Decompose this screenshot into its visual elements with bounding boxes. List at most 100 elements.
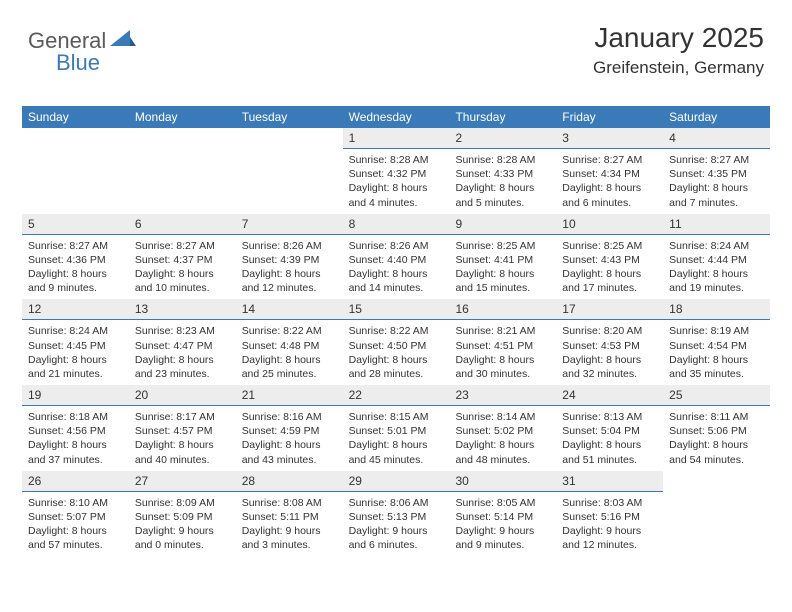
- daylight-text: Daylight: 8 hours and 10 minutes.: [135, 267, 230, 295]
- day-number: 19: [22, 385, 129, 406]
- daylight-text: Daylight: 8 hours and 14 minutes.: [349, 267, 444, 295]
- day-cell: 4Sunrise: 8:27 AMSunset: 4:35 PMDaylight…: [663, 128, 770, 214]
- day-content: Sunrise: 8:05 AMSunset: 5:14 PMDaylight:…: [449, 492, 556, 557]
- day-content: Sunrise: 8:24 AMSunset: 4:44 PMDaylight:…: [663, 235, 770, 300]
- day-number: 16: [449, 299, 556, 320]
- day-content: Sunrise: 8:22 AMSunset: 4:48 PMDaylight:…: [236, 320, 343, 385]
- day-content: Sunrise: 8:26 AMSunset: 4:39 PMDaylight:…: [236, 235, 343, 300]
- daylight-text: Daylight: 8 hours and 7 minutes.: [669, 181, 764, 209]
- sunset-text: Sunset: 5:02 PM: [455, 424, 550, 438]
- sunset-text: Sunset: 4:56 PM: [28, 424, 123, 438]
- day-content: Sunrise: 8:27 AMSunset: 4:37 PMDaylight:…: [129, 235, 236, 300]
- day-content: Sunrise: 8:22 AMSunset: 4:50 PMDaylight:…: [343, 320, 450, 385]
- sunrise-text: Sunrise: 8:13 AM: [562, 410, 657, 424]
- day-number: 23: [449, 385, 556, 406]
- day-cell: 17Sunrise: 8:20 AMSunset: 4:53 PMDayligh…: [556, 299, 663, 385]
- sunrise-text: Sunrise: 8:08 AM: [242, 496, 337, 510]
- day-cell: 5Sunrise: 8:27 AMSunset: 4:36 PMDaylight…: [22, 214, 129, 300]
- day-cell: [22, 128, 129, 214]
- calendar: SundayMondayTuesdayWednesdayThursdayFrid…: [22, 106, 770, 556]
- week-row: 19Sunrise: 8:18 AMSunset: 4:56 PMDayligh…: [22, 385, 770, 471]
- daylight-text: Daylight: 8 hours and 32 minutes.: [562, 353, 657, 381]
- sunrise-text: Sunrise: 8:27 AM: [562, 153, 657, 167]
- sunrise-text: Sunrise: 8:24 AM: [669, 239, 764, 253]
- day-cell: 2Sunrise: 8:28 AMSunset: 4:33 PMDaylight…: [449, 128, 556, 214]
- day-content: Sunrise: 8:19 AMSunset: 4:54 PMDaylight:…: [663, 320, 770, 385]
- day-cell: 11Sunrise: 8:24 AMSunset: 4:44 PMDayligh…: [663, 214, 770, 300]
- day-cell: 9Sunrise: 8:25 AMSunset: 4:41 PMDaylight…: [449, 214, 556, 300]
- day-number: 13: [129, 299, 236, 320]
- day-content: Sunrise: 8:27 AMSunset: 4:36 PMDaylight:…: [22, 235, 129, 300]
- day-cell: 18Sunrise: 8:19 AMSunset: 4:54 PMDayligh…: [663, 299, 770, 385]
- day-content: Sunrise: 8:11 AMSunset: 5:06 PMDaylight:…: [663, 406, 770, 471]
- day-header: Monday: [129, 106, 236, 128]
- day-content: Sunrise: 8:15 AMSunset: 5:01 PMDaylight:…: [343, 406, 450, 471]
- sunrise-text: Sunrise: 8:27 AM: [135, 239, 230, 253]
- daylight-text: Daylight: 8 hours and 9 minutes.: [28, 267, 123, 295]
- sunset-text: Sunset: 4:54 PM: [669, 339, 764, 353]
- day-cell: 30Sunrise: 8:05 AMSunset: 5:14 PMDayligh…: [449, 471, 556, 557]
- day-number: 3: [556, 128, 663, 149]
- daylight-text: Daylight: 8 hours and 12 minutes.: [242, 267, 337, 295]
- sunset-text: Sunset: 4:37 PM: [135, 253, 230, 267]
- sunset-text: Sunset: 4:40 PM: [349, 253, 444, 267]
- daylight-text: Daylight: 8 hours and 28 minutes.: [349, 353, 444, 381]
- day-content: Sunrise: 8:03 AMSunset: 5:16 PMDaylight:…: [556, 492, 663, 557]
- day-header: Saturday: [663, 106, 770, 128]
- day-number: 29: [343, 471, 450, 492]
- sunset-text: Sunset: 4:57 PM: [135, 424, 230, 438]
- sunset-text: Sunset: 4:53 PM: [562, 339, 657, 353]
- sunset-text: Sunset: 4:34 PM: [562, 167, 657, 181]
- sunset-text: Sunset: 4:51 PM: [455, 339, 550, 353]
- day-number: 25: [663, 385, 770, 406]
- daylight-text: Daylight: 8 hours and 30 minutes.: [455, 353, 550, 381]
- day-cell: [663, 471, 770, 557]
- day-cell: 27Sunrise: 8:09 AMSunset: 5:09 PMDayligh…: [129, 471, 236, 557]
- day-content: Sunrise: 8:24 AMSunset: 4:45 PMDaylight:…: [22, 320, 129, 385]
- day-cell: 26Sunrise: 8:10 AMSunset: 5:07 PMDayligh…: [22, 471, 129, 557]
- sunset-text: Sunset: 4:50 PM: [349, 339, 444, 353]
- daylight-text: Daylight: 8 hours and 35 minutes.: [669, 353, 764, 381]
- day-number: 24: [556, 385, 663, 406]
- day-content: Sunrise: 8:08 AMSunset: 5:11 PMDaylight:…: [236, 492, 343, 557]
- sunrise-text: Sunrise: 8:27 AM: [669, 153, 764, 167]
- sunrise-text: Sunrise: 8:25 AM: [562, 239, 657, 253]
- daylight-text: Daylight: 8 hours and 54 minutes.: [669, 438, 764, 466]
- logo-text-blue: Blue: [56, 50, 100, 75]
- sunset-text: Sunset: 5:06 PM: [669, 424, 764, 438]
- day-content: Sunrise: 8:17 AMSunset: 4:57 PMDaylight:…: [129, 406, 236, 471]
- day-content: Sunrise: 8:27 AMSunset: 4:34 PMDaylight:…: [556, 149, 663, 214]
- daylight-text: Daylight: 8 hours and 25 minutes.: [242, 353, 337, 381]
- day-content: Sunrise: 8:26 AMSunset: 4:40 PMDaylight:…: [343, 235, 450, 300]
- day-content: Sunrise: 8:14 AMSunset: 5:02 PMDaylight:…: [449, 406, 556, 471]
- sunset-text: Sunset: 4:39 PM: [242, 253, 337, 267]
- day-cell: 12Sunrise: 8:24 AMSunset: 4:45 PMDayligh…: [22, 299, 129, 385]
- day-content: Sunrise: 8:09 AMSunset: 5:09 PMDaylight:…: [129, 492, 236, 557]
- sunrise-text: Sunrise: 8:26 AM: [242, 239, 337, 253]
- day-cell: 1Sunrise: 8:28 AMSunset: 4:32 PMDaylight…: [343, 128, 450, 214]
- week-row: 1Sunrise: 8:28 AMSunset: 4:32 PMDaylight…: [22, 128, 770, 214]
- month-title: January 2025: [593, 22, 764, 54]
- day-cell: 20Sunrise: 8:17 AMSunset: 4:57 PMDayligh…: [129, 385, 236, 471]
- day-content: Sunrise: 8:25 AMSunset: 4:43 PMDaylight:…: [556, 235, 663, 300]
- sunrise-text: Sunrise: 8:10 AM: [28, 496, 123, 510]
- day-cell: 10Sunrise: 8:25 AMSunset: 4:43 PMDayligh…: [556, 214, 663, 300]
- day-number: 15: [343, 299, 450, 320]
- sunset-text: Sunset: 5:11 PM: [242, 510, 337, 524]
- sunset-text: Sunset: 5:01 PM: [349, 424, 444, 438]
- day-cell: 8Sunrise: 8:26 AMSunset: 4:40 PMDaylight…: [343, 214, 450, 300]
- daylight-text: Daylight: 8 hours and 51 minutes.: [562, 438, 657, 466]
- sunset-text: Sunset: 4:45 PM: [28, 339, 123, 353]
- logo-triangle-icon: [110, 30, 136, 53]
- day-cell: [236, 128, 343, 214]
- day-number: 2: [449, 128, 556, 149]
- day-number: 17: [556, 299, 663, 320]
- day-cell: 22Sunrise: 8:15 AMSunset: 5:01 PMDayligh…: [343, 385, 450, 471]
- day-number: 6: [129, 214, 236, 235]
- location: Greifenstein, Germany: [593, 58, 764, 78]
- sunrise-text: Sunrise: 8:22 AM: [349, 324, 444, 338]
- day-content: Sunrise: 8:20 AMSunset: 4:53 PMDaylight:…: [556, 320, 663, 385]
- day-header-row: SundayMondayTuesdayWednesdayThursdayFrid…: [22, 106, 770, 128]
- sunrise-text: Sunrise: 8:19 AM: [669, 324, 764, 338]
- day-cell: 3Sunrise: 8:27 AMSunset: 4:34 PMDaylight…: [556, 128, 663, 214]
